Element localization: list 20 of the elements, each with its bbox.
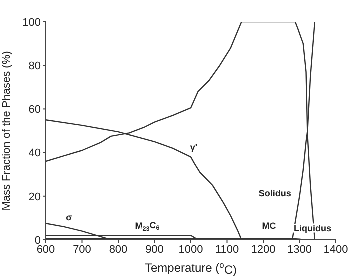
x-tick-label: 1200 — [251, 244, 276, 256]
annotation: Solidus — [258, 188, 292, 198]
annotation: σ — [66, 212, 72, 222]
x-tick-label: 1300 — [288, 244, 312, 256]
x-tick-label: 1000 — [178, 244, 204, 256]
x-tick-label: 1100 — [215, 244, 240, 256]
x-tick-label: 900 — [146, 244, 164, 256]
y-tick-label: 100 — [22, 16, 41, 29]
y-tick-label: 80 — [28, 60, 41, 73]
y-tick-label: 20 — [28, 191, 41, 204]
y-tick-label: 40 — [28, 148, 41, 160]
x-axis-title: Temperature ($^{o}$C) — [144, 260, 238, 277]
y-axis-title: Mass Fraction of the Phases (%) — [1, 51, 13, 211]
x-tick-label: 700 — [73, 244, 92, 256]
annotation: M$_{23}$C$_{6}$ — [135, 220, 160, 233]
x-tick-label: 800 — [109, 244, 128, 256]
annotation: MC — [262, 221, 277, 232]
y-tick-label: 60 — [28, 104, 41, 116]
annotation: γ' — [190, 142, 198, 153]
x-tick-label: 1400 — [324, 244, 348, 256]
